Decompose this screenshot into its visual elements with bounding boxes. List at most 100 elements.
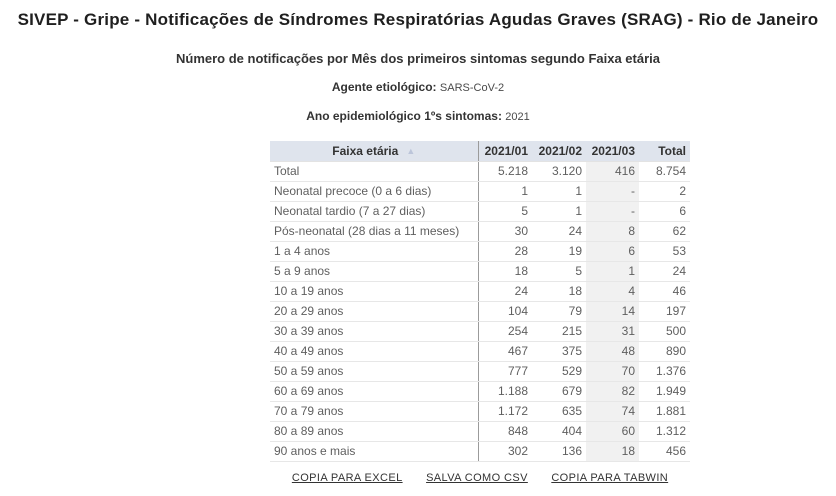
- value-cell: 1.172: [478, 401, 532, 422]
- age-group-label: Total: [270, 161, 479, 182]
- value-cell: 6: [639, 201, 690, 222]
- export-links-bar: COPIA PARA EXCEL SALVA COMO CSV COPIA PA…: [270, 472, 690, 484]
- age-group-label: 50 a 59 anos: [270, 361, 479, 382]
- age-group-label: 30 a 39 anos: [270, 321, 479, 342]
- value-cell: 375: [532, 341, 586, 362]
- report-table-area: Faixa etária ▲ 2021/01 2021/02 2021/03 To…: [270, 141, 690, 484]
- value-cell: 890: [639, 341, 690, 362]
- value-cell: 1.376: [639, 361, 690, 382]
- table-row: 30 a 39 anos 254 215 31 500: [270, 321, 690, 342]
- value-cell: 529: [532, 361, 586, 382]
- value-cell: 1.312: [639, 421, 690, 442]
- age-group-label: 1 a 4 anos: [270, 241, 479, 262]
- value-cell: 5: [478, 201, 532, 222]
- value-cell: 456: [639, 441, 690, 462]
- value-cell: 46: [639, 281, 690, 302]
- value-cell: 215: [532, 321, 586, 342]
- value-cell: 30: [478, 221, 532, 242]
- age-group-label: Pós-neonatal (28 dias a 11 meses): [270, 221, 479, 242]
- value-cell: 254: [478, 321, 532, 342]
- value-cell: 24: [532, 221, 586, 242]
- save-as-csv-link[interactable]: SALVA COMO CSV: [426, 472, 528, 484]
- value-cell: 1.881: [639, 401, 690, 422]
- value-cell: 19: [532, 241, 586, 262]
- epidemiological-year-line: Ano epidemiológico 1ºs sintomas: 2021: [0, 110, 836, 124]
- table-row: Pós-neonatal (28 dias a 11 meses) 30 24 8 62: [270, 221, 690, 242]
- value-cell: -: [586, 181, 639, 202]
- age-group-label: 60 a 69 anos: [270, 381, 479, 402]
- age-group-label: Neonatal precoce (0 a 6 dias): [270, 181, 479, 202]
- table-row: Neonatal tardio (7 a 27 dias) 5 1-6: [270, 201, 690, 222]
- value-cell: 4: [586, 281, 639, 302]
- epidemiological-year-value: 2021: [505, 111, 530, 123]
- value-cell: 136: [532, 441, 586, 462]
- column-header-2021-01[interactable]: 2021/01: [478, 141, 532, 162]
- table-header-row: Faixa etária ▲ 2021/01 2021/02 2021/03 To…: [270, 141, 690, 162]
- value-cell: 18: [586, 441, 639, 462]
- value-cell: 404: [532, 421, 586, 442]
- value-cell: 416: [586, 161, 639, 182]
- sort-ascending-icon: ▲: [406, 146, 416, 156]
- value-cell: 60: [586, 421, 639, 442]
- copy-to-tabwin-link[interactable]: COPIA PARA TABWIN: [551, 472, 669, 484]
- page-title: SIVEP - Gripe - Notificações de Síndrome…: [17, 10, 819, 29]
- age-group-label: 70 a 79 anos: [270, 401, 479, 422]
- column-header-2021-03[interactable]: 2021/03: [586, 141, 639, 162]
- etiologic-agent-label: Agente etiológico:: [331, 80, 437, 94]
- value-cell: 14: [586, 301, 639, 322]
- table-row: 20 a 29 anos 104 79 14 197: [270, 301, 690, 322]
- value-cell: 53: [639, 241, 690, 262]
- table-row: 1 a 4 anos 28 19 6 53: [270, 241, 690, 262]
- value-cell: 62: [639, 221, 690, 242]
- value-cell: 82: [586, 381, 639, 402]
- value-cell: 1.949: [639, 381, 690, 402]
- value-cell: 18: [532, 281, 586, 302]
- age-group-label: 90 anos e mais: [270, 441, 479, 462]
- value-cell: 5: [532, 261, 586, 282]
- value-cell: 1: [532, 181, 586, 202]
- value-cell: 31: [586, 321, 639, 342]
- age-group-label: Neonatal tardio (7 a 27 dias): [270, 201, 479, 222]
- table-row: 80 a 89 anos 848 404 60 1.312: [270, 421, 690, 442]
- value-cell: 302: [478, 441, 532, 462]
- epidemiological-year-label: Ano epidemiológico 1ºs sintomas:: [306, 109, 502, 123]
- notifications-table: Faixa etária ▲ 2021/01 2021/02 2021/03 To…: [270, 141, 690, 462]
- value-cell: 635: [532, 401, 586, 422]
- value-cell: 18: [478, 261, 532, 282]
- value-cell: 2: [639, 181, 690, 202]
- value-cell: 8.754: [639, 161, 690, 182]
- value-cell: 1: [532, 201, 586, 222]
- value-cell: 48: [586, 341, 639, 362]
- value-cell: 3.120: [532, 161, 586, 182]
- age-group-label: 20 a 29 anos: [270, 301, 479, 322]
- table-row: Total 5.218 3.120 416 8.754: [270, 161, 690, 182]
- value-cell: 104: [478, 301, 532, 322]
- value-cell: 1: [586, 261, 639, 282]
- value-cell: 74: [586, 401, 639, 422]
- value-cell: 24: [639, 261, 690, 282]
- value-cell: 79: [532, 301, 586, 322]
- value-cell: 70: [586, 361, 639, 382]
- copy-to-excel-link[interactable]: COPIA PARA EXCEL: [291, 472, 403, 484]
- column-header-total[interactable]: Total: [639, 141, 690, 162]
- table-row: Neonatal precoce (0 a 6 dias) 1 1-2: [270, 181, 690, 202]
- column-header-label: Faixa etária: [332, 144, 399, 158]
- column-header-faixa-etaria[interactable]: Faixa etária ▲: [270, 141, 479, 162]
- etiologic-agent-line: Agente etiológico: SARS-CoV-2: [0, 81, 836, 95]
- value-cell: 1: [478, 181, 532, 202]
- value-cell: -: [586, 201, 639, 222]
- value-cell: 28: [478, 241, 532, 262]
- column-header-2021-02[interactable]: 2021/02: [532, 141, 586, 162]
- table-row: 5 a 9 anos 18 5 1 24: [270, 261, 690, 282]
- table-row: 50 a 59 anos 777 529 70 1.376: [270, 361, 690, 382]
- value-cell: 848: [478, 421, 532, 442]
- value-cell: 679: [532, 381, 586, 402]
- value-cell: 777: [478, 361, 532, 382]
- value-cell: 5.218: [478, 161, 532, 182]
- value-cell: 500: [639, 321, 690, 342]
- table-row: 10 a 19 anos 24 18 4 46: [270, 281, 690, 302]
- table-row: 60 a 69 anos 1.188 679 82 1.949: [270, 381, 690, 402]
- age-group-label: 40 a 49 anos: [270, 341, 479, 362]
- table-row: 40 a 49 anos 467 375 48 890: [270, 341, 690, 362]
- table-row: 70 a 79 anos 1.172 635 74 1.881: [270, 401, 690, 422]
